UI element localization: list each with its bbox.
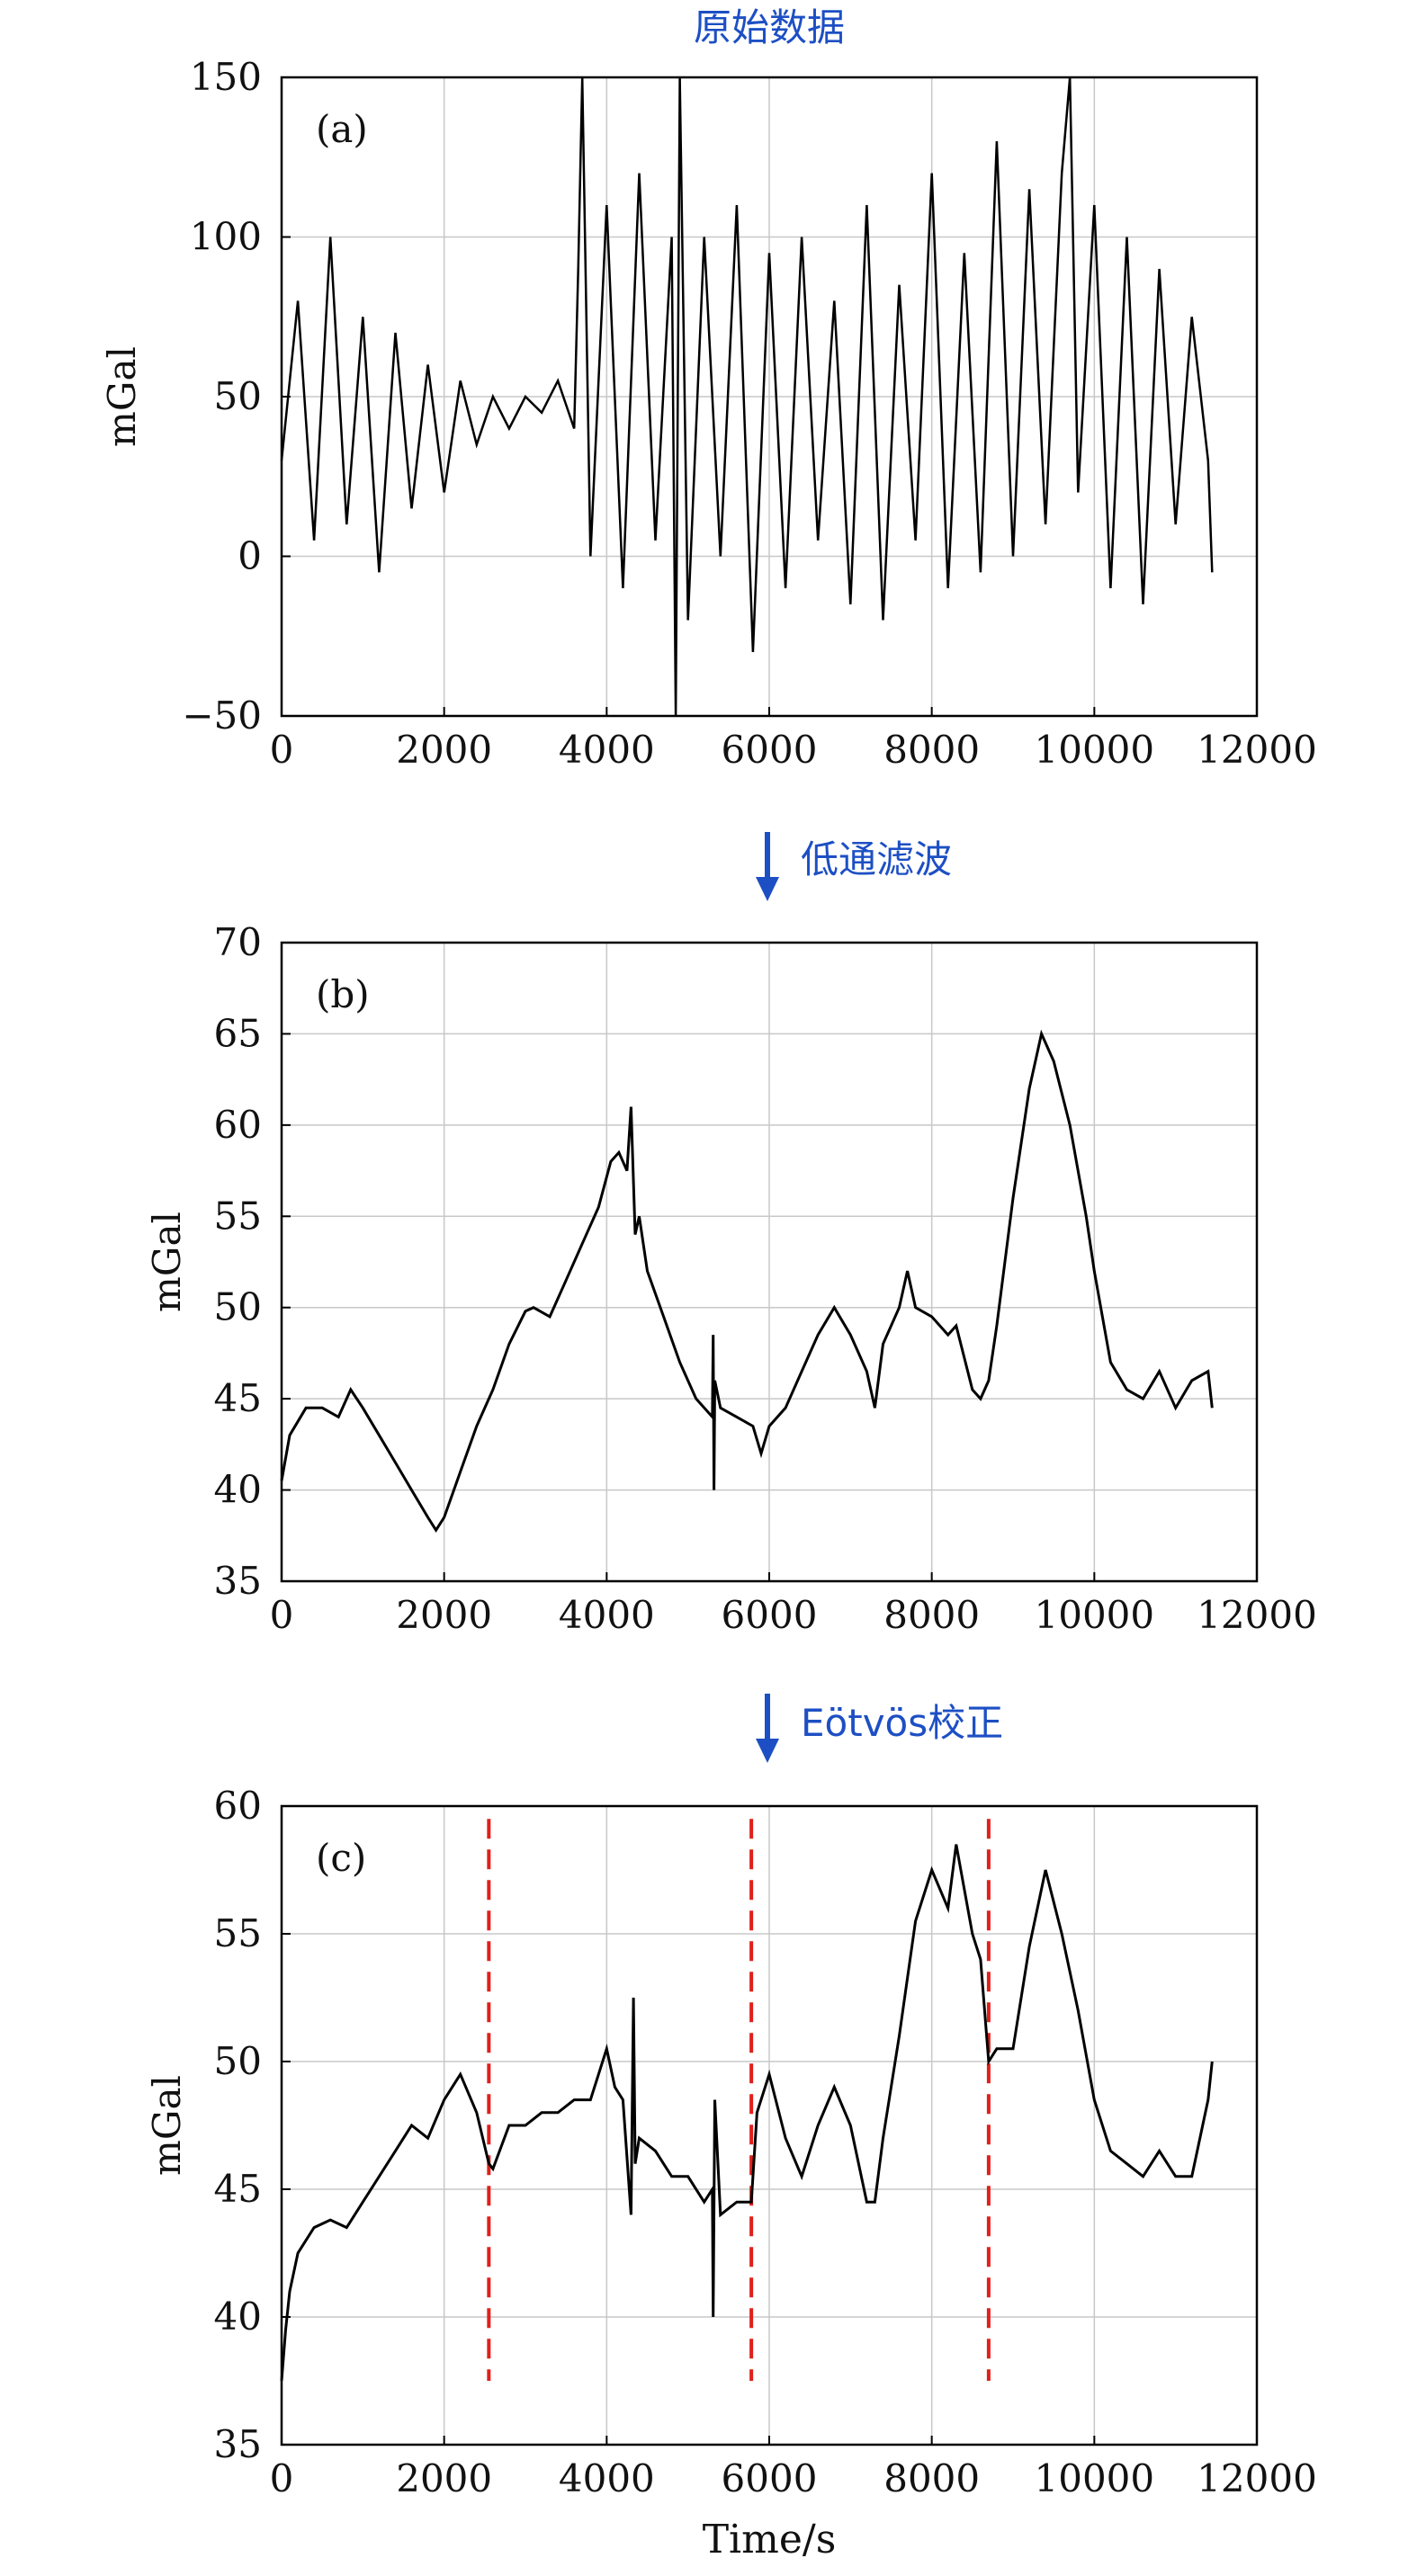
x-tick-label: 12000	[1197, 728, 1317, 772]
x-tick-label: 4000	[559, 728, 655, 772]
panel-c-frame	[280, 1804, 1259, 2446]
y-tick-label: 35	[214, 2422, 262, 2466]
x-tick-label: 10000	[1035, 728, 1155, 772]
x-tick-label: 0	[270, 2456, 294, 2500]
x-tick-label: 4000	[559, 1593, 655, 1637]
y-tick-label: 70	[214, 920, 262, 964]
panel-a-series-line	[280, 76, 1214, 717]
panel-c-vlines	[487, 1819, 991, 2381]
panel-b-label: (b)	[316, 972, 370, 1016]
x-tick-label: 10000	[1035, 1593, 1155, 1637]
panel-a-label: (a)	[316, 107, 368, 151]
panel-c-xlabel: Time/s	[703, 2517, 837, 2563]
panel-c-grid	[282, 1806, 1257, 2445]
panel-c-label: (c)	[316, 1836, 366, 1880]
step-arrow-2: Eötvös校正	[756, 1694, 1003, 1763]
x-tick-label: 4000	[559, 2456, 655, 2500]
y-tick-label: 65	[214, 1011, 262, 1055]
panel-c-series-line	[280, 1844, 1214, 2382]
panel-b-ticks: 0 2000 4000 6000 8000 10000 12000 35 40 45 50 55 60 6…	[214, 920, 1317, 1637]
panel-a-ylabel: mGal	[100, 346, 144, 447]
step-arrow-1: 低通滤波	[756, 832, 952, 901]
y-tick-label: 55	[214, 1911, 262, 1955]
panel-c-ticks: 0 2000 4000 6000 8000 10000 12000 35 40 45 50 55 60	[214, 1784, 1317, 2500]
x-tick-label: 0	[270, 1593, 294, 1637]
x-tick-label: 2000	[396, 1593, 492, 1637]
y-tick-label: 60	[214, 1784, 262, 1828]
y-tick-label: −50	[182, 693, 262, 738]
panel-b-grid	[282, 943, 1257, 1581]
panel-c-step-title: Eötvös校正	[801, 1701, 1003, 1745]
panel-a: 原始数据 0 2000 4000 6000 8000 10000 12000−5005010…	[100, 5, 1317, 772]
x-tick-label: 6000	[722, 728, 818, 772]
y-tick-label: 50	[214, 2039, 262, 2083]
y-tick-label: 40	[214, 1468, 262, 1512]
x-tick-label: 12000	[1197, 1593, 1317, 1637]
arrow-head-icon	[756, 1739, 779, 1763]
y-tick-label: 45	[214, 2167, 262, 2211]
panel-b: 0 2000 4000 6000 8000 10000 12000 35 40 45 50 55 60 6…	[145, 920, 1317, 1637]
y-tick-label: 45	[214, 1376, 262, 1420]
y-tick-label: 35	[214, 1559, 262, 1603]
panel-c-ylabel: mGal	[145, 2075, 189, 2176]
y-tick-label: 60	[214, 1103, 262, 1147]
y-tick-label: 150	[190, 55, 262, 99]
panel-a-grid	[282, 77, 1257, 716]
x-tick-label: 2000	[396, 2456, 492, 2500]
panel-a-step-title: 原始数据	[694, 5, 845, 49]
y-tick-label: 50	[214, 1285, 262, 1329]
x-tick-label: 0	[270, 728, 294, 772]
y-tick-label: 55	[214, 1194, 262, 1238]
x-tick-label: 8000	[883, 2456, 980, 2500]
y-tick-label: 50	[214, 374, 262, 418]
x-tick-label: 6000	[722, 2456, 818, 2500]
y-tick-label: 100	[190, 215, 262, 259]
x-tick-label: 2000	[396, 728, 492, 772]
arrow-head-icon	[756, 877, 779, 901]
y-tick-label: 40	[214, 2294, 262, 2339]
x-tick-label: 6000	[722, 1593, 818, 1637]
x-tick-label: 8000	[883, 728, 980, 772]
y-tick-label: 0	[238, 534, 262, 578]
x-tick-label: 8000	[883, 1593, 980, 1637]
panel-b-series-line	[280, 1029, 1214, 1533]
x-tick-label: 12000	[1197, 2456, 1317, 2500]
panel-b-ylabel: mGal	[145, 1212, 189, 1312]
x-tick-label: 10000	[1035, 2456, 1155, 2500]
panel-c: 0 2000 4000 6000 8000 10000 12000354045505560 …	[145, 1784, 1317, 2563]
panel-b-frame	[280, 941, 1259, 1583]
panel-a-frame	[280, 76, 1259, 718]
panel-b-step-title: 低通滤波	[801, 837, 952, 881]
